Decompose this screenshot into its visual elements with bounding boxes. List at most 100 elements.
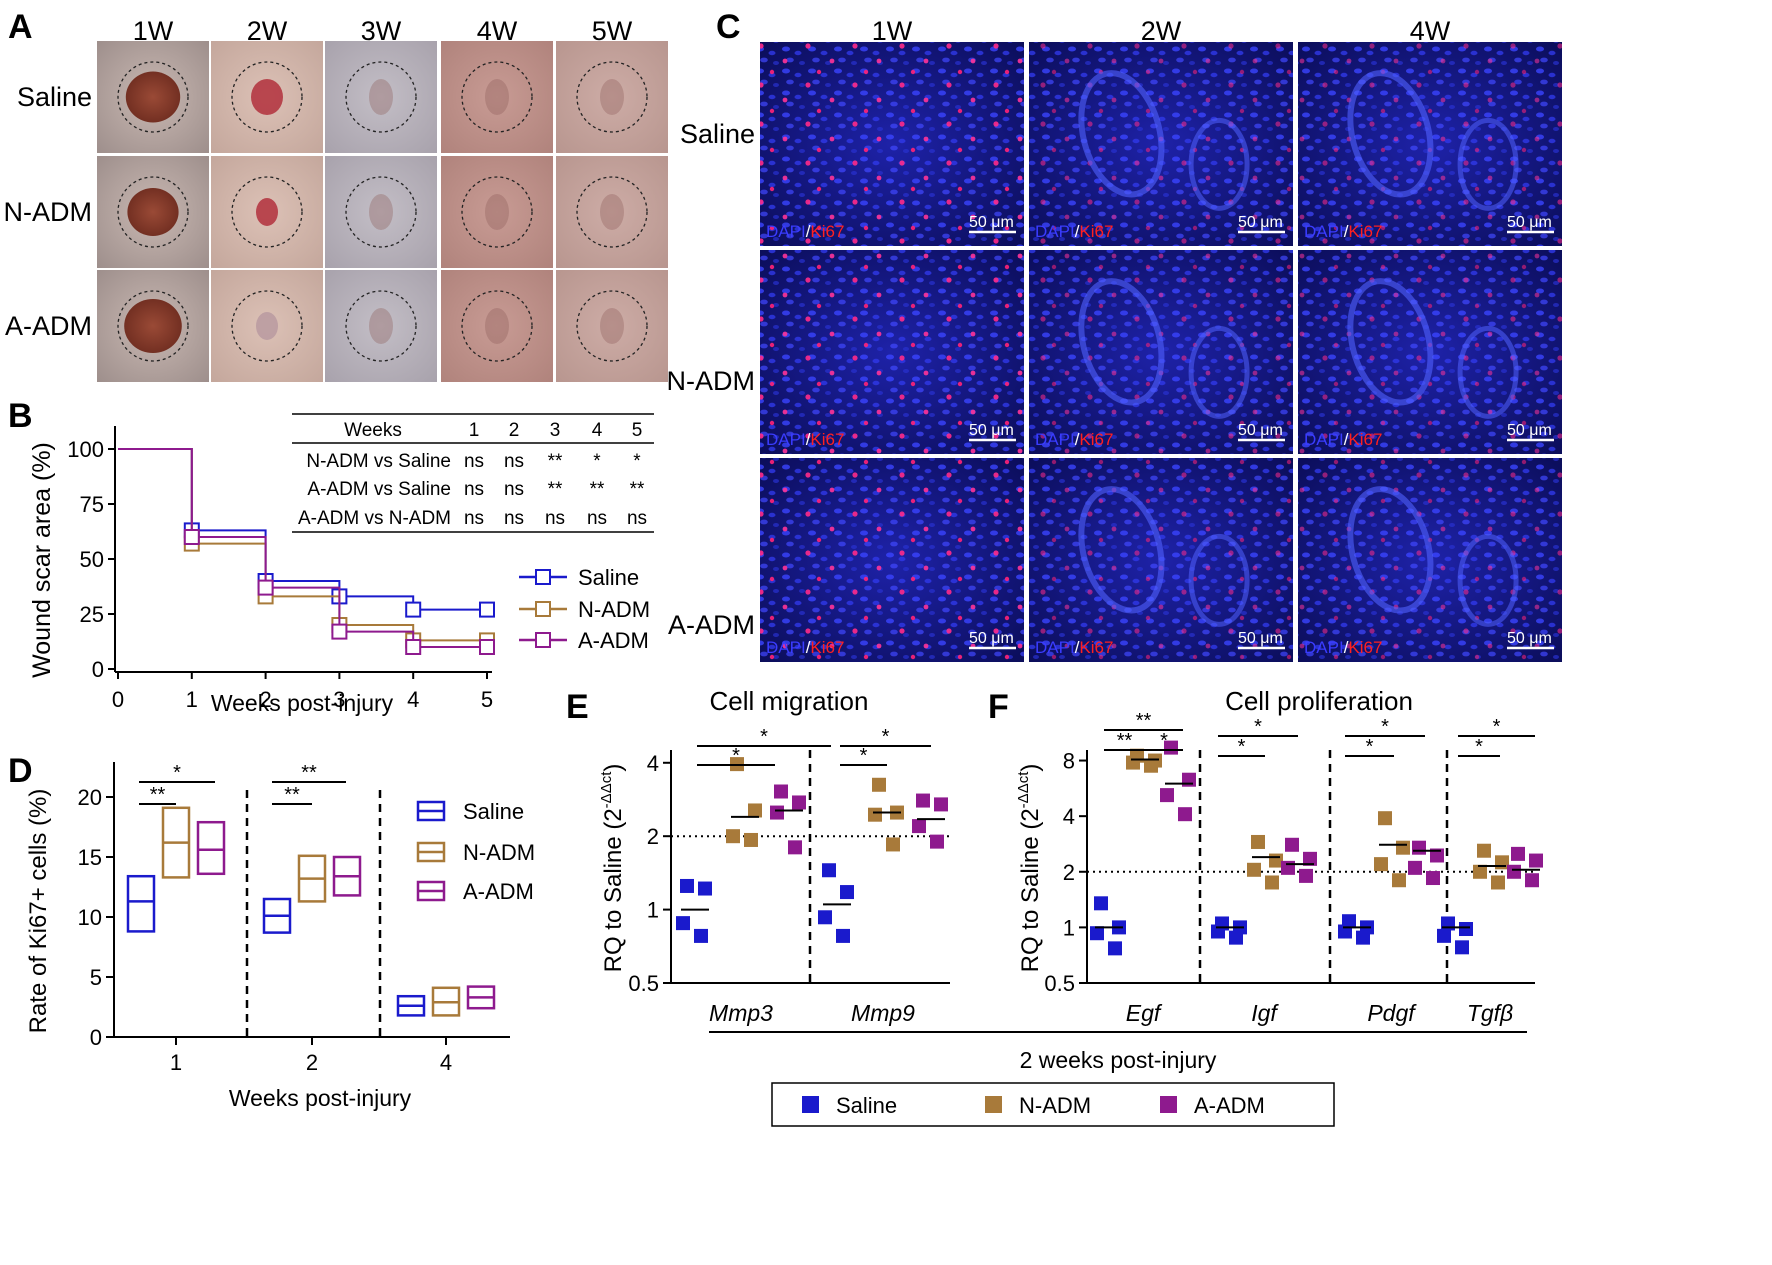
significance-label: * [882, 726, 890, 748]
data-point [1426, 871, 1440, 886]
legend-label: N-ADM [463, 840, 535, 865]
y-label-end: ) [1017, 764, 1044, 772]
data-point [183, 529, 200, 545]
hair-follicle [1078, 278, 1165, 406]
stain-separator: / [1344, 430, 1349, 449]
hair-follicle [1188, 325, 1250, 419]
y-label-superscript: -ΔΔct [598, 771, 615, 809]
stain-legend: DAPI/Ki67 [1035, 222, 1113, 241]
wound-photo [325, 270, 437, 382]
data-point [726, 829, 740, 844]
data-point [1511, 846, 1525, 861]
y-tick-label: 0 [92, 657, 104, 682]
dapi-label: DAPI [1035, 638, 1075, 657]
wound-outline [345, 176, 417, 248]
scale-bar-label: 50 μm [969, 214, 1014, 231]
wound-scar [600, 194, 624, 230]
dapi-label: DAPI [766, 430, 806, 449]
category-label: Tgfβ [1467, 1000, 1513, 1026]
panel-d-letter: D [8, 752, 33, 790]
legend-label: A-ADM [578, 628, 649, 653]
table-cell: ns [587, 508, 607, 529]
wound-photo [325, 41, 437, 153]
data-point [774, 784, 788, 799]
wound-photo [441, 270, 553, 382]
table-row-label: A-ADM vs N-ADM [298, 508, 451, 529]
data-point [836, 928, 850, 943]
hair-follicle [1078, 486, 1165, 614]
dapi-label: DAPI [1035, 222, 1075, 241]
legend-marker [802, 1096, 819, 1113]
significance-label: * [1238, 736, 1246, 758]
x-axis-label: Weeks post-injury [229, 1085, 412, 1111]
hair-follicle [1188, 117, 1250, 211]
hair-follicle [1347, 70, 1434, 198]
hair-follicle [1457, 325, 1519, 419]
ki67-label: Ki67 [1079, 430, 1113, 449]
data-point [1473, 864, 1487, 879]
table-header: 3 [550, 420, 561, 441]
data-point [1529, 853, 1543, 868]
ki67-cells [760, 42, 1024, 246]
data-point [1144, 758, 1158, 773]
panel-c-letter: C [716, 8, 741, 46]
table-cell: ns [545, 508, 565, 529]
legend-label: N-ADM [578, 597, 650, 622]
x-tick-label: 2 [259, 687, 271, 712]
data-point [916, 793, 930, 808]
panel-f-letter: F [988, 688, 1009, 726]
significance-label: * [1493, 716, 1501, 738]
wound-outline [576, 61, 648, 133]
stain-legend: DAPI/Ki67 [1035, 638, 1113, 657]
data-point [1477, 843, 1491, 858]
wound-photo [556, 156, 668, 268]
y-tick-label: 25 [80, 602, 104, 627]
y-label-main: RQ to Saline (2 [600, 808, 627, 972]
significance-label: * [860, 745, 868, 767]
wound-outline [461, 176, 533, 248]
range-bar [126, 874, 156, 933]
y-tick-label: 10 [78, 905, 102, 930]
category-label: Mmp3 [709, 1000, 773, 1026]
scale-bar-label: 50 μm [969, 422, 1014, 439]
table-header: Weeks [344, 420, 402, 441]
wound-outline [461, 61, 533, 133]
data-point [1269, 853, 1283, 868]
data-point [1356, 930, 1370, 945]
photo-row-label: A-ADM [5, 311, 92, 341]
stain-separator: / [1075, 638, 1080, 657]
table-cell: * [633, 451, 641, 472]
significance-label: * [1160, 730, 1168, 752]
ki67-label: Ki67 [1348, 222, 1382, 241]
y-tick-label: 50 [80, 547, 104, 572]
legend-label: Saline [578, 565, 639, 590]
scale-bar-label: 50 μm [1507, 630, 1552, 647]
series-line [118, 448, 487, 611]
table-cell: ns [504, 508, 524, 529]
legend-marker [535, 632, 551, 648]
legend-marker [985, 1096, 1002, 1113]
data-point [257, 579, 274, 596]
table-cell: ns [627, 508, 647, 529]
y-tick-label: 5 [90, 965, 102, 990]
table-cell: ns [464, 451, 484, 472]
wound-scar [369, 79, 393, 115]
wound-outline [117, 61, 189, 133]
hair-follicle [1457, 117, 1519, 211]
x-tick-label: 3 [333, 687, 345, 712]
wound-scar [369, 308, 393, 344]
y-tick-label: 1 [647, 898, 659, 923]
scale-bar-label: 50 μm [1238, 630, 1283, 647]
micrograph-row-label: N-ADM [667, 366, 756, 396]
table-header: 5 [632, 420, 643, 441]
y-tick-label: 2 [1063, 860, 1075, 885]
data-point [792, 795, 806, 810]
table-cell: ** [630, 479, 645, 500]
ef-shared: 2 weeks post-injury Saline N-ADM A-ADM [709, 1031, 1527, 1127]
ki67-label: Ki67 [810, 638, 844, 657]
legend-label: A-ADM [463, 879, 534, 904]
ki67-label: Ki67 [1079, 222, 1113, 241]
category-label: Pdgf [1367, 1000, 1417, 1026]
